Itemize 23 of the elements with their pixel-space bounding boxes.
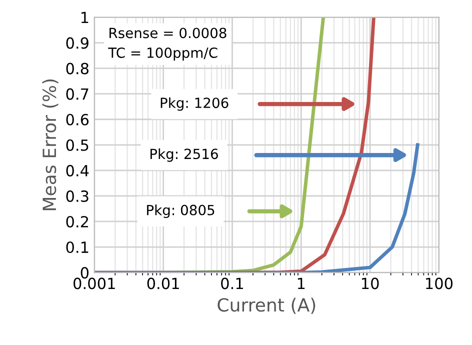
y-tick-label: 0.3: [66, 190, 88, 202]
x-tick-label: 100: [426, 278, 453, 290]
x-tick-label: 0.01: [147, 278, 179, 290]
annotation: Pkg: 2516: [150, 148, 218, 162]
x-tick-label: 10: [362, 278, 379, 290]
x-tick-label: 0.1: [221, 278, 243, 290]
annotation: Rsense = 0.0008 TC = 100ppm/C: [108, 28, 226, 61]
y-axis-title: Meas Error (%): [42, 80, 58, 210]
y-tick-label: 0.5: [66, 139, 88, 151]
x-tick-label: 0.001: [74, 278, 115, 290]
y-tick-label: 0.8: [66, 62, 88, 74]
y-tick-label: 0.7: [66, 88, 88, 100]
y-tick-label: 0.4: [66, 164, 89, 176]
x-tick-label: 1: [298, 278, 305, 290]
y-tick-label: 1: [81, 12, 88, 24]
annotation: Pkg: 0805: [147, 204, 214, 218]
y-tick-label: 0.2: [66, 216, 88, 228]
y-tick-label: 0.6: [66, 114, 89, 126]
annotation: Pkg: 1206: [160, 97, 228, 111]
y-tick-label: 0.9: [66, 37, 88, 49]
x-axis-title: Current (A): [218, 298, 316, 314]
y-tick-label: 0.1: [66, 241, 88, 254]
y-tick-label: 0: [80, 267, 89, 279]
